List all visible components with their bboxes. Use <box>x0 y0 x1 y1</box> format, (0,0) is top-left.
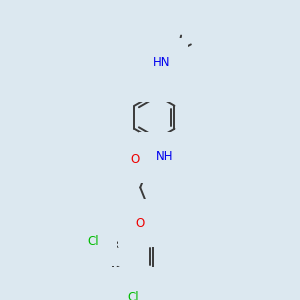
Text: Cl: Cl <box>88 235 99 248</box>
Text: O: O <box>136 217 145 230</box>
Text: Cl: Cl <box>127 291 139 300</box>
Text: O: O <box>165 72 174 85</box>
Text: HN: HN <box>153 56 170 69</box>
Text: O: O <box>135 72 144 85</box>
Text: S: S <box>151 72 158 85</box>
Text: NH: NH <box>156 150 174 163</box>
Text: O: O <box>130 152 140 166</box>
